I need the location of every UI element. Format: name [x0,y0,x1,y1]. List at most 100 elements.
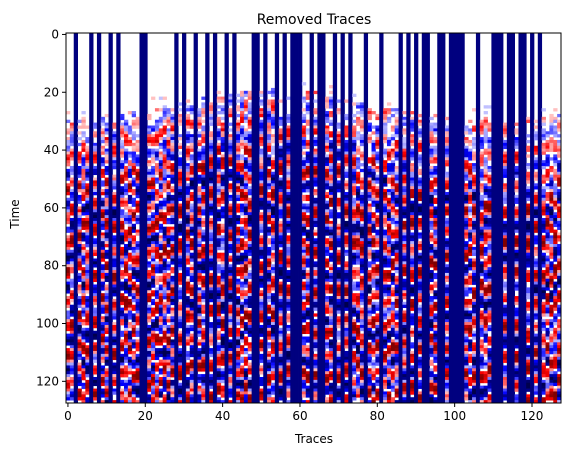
trace-column [85,125,90,404]
chart-title: Removed Traces [257,12,372,28]
removed-trace-column [193,33,198,403]
trace-column [383,108,388,404]
trace-column [209,102,214,404]
trace-column [81,111,86,404]
trace-column [178,102,183,404]
x-tick-label: 80 [370,409,385,423]
removed-trace-column [456,33,461,403]
trace-column [410,111,415,404]
removed-trace-column [491,33,496,403]
removed-trace-column [274,33,280,403]
removed-trace-column [537,33,543,403]
trace-column [135,116,140,404]
trace-column [154,108,160,404]
trace-column [131,111,137,404]
trace-column [394,108,399,404]
removed-trace-column [251,33,256,403]
removed-trace-column [290,33,295,403]
removed-trace-column [448,33,454,403]
removed-trace-column [522,33,527,403]
trace-column [545,131,550,401]
y-tick-label: 0 [51,27,59,41]
removed-trace-column [174,33,179,403]
removed-trace-column [263,33,268,403]
trace-column [240,90,245,404]
trace-column [433,113,438,404]
trace-column [356,102,361,398]
trace-column [526,116,531,404]
trace-column [541,108,546,404]
removed-trace-column [212,33,218,403]
trace-column [112,122,117,404]
trace-column [359,102,365,404]
removed-trace-column [452,33,457,403]
trace-column [259,90,264,401]
trace-column [305,90,311,404]
removed-trace-column [96,33,102,403]
trace-column [417,113,423,404]
trace-column [313,90,318,404]
x-tick-label: 0 [64,409,72,423]
trace-column [367,108,372,404]
removed-trace-column [425,33,430,403]
trace-column [120,113,125,404]
x-axis: 0 20 40 60 80 100 120 [64,403,543,423]
y-tick-label: 100 [36,317,59,331]
removed-trace-column [294,33,299,403]
x-axis-label: Traces [294,432,333,446]
trace-column [325,96,330,404]
trace-column [472,108,477,404]
trace-column [336,99,341,404]
trace-column [386,102,392,404]
trace-column [197,108,202,404]
trace-column [69,122,75,401]
trace-column [162,96,167,404]
y-axis-label: Time [8,199,22,229]
x-tick-label: 60 [292,409,307,423]
trace-column [66,111,71,401]
removed-trace-column [506,33,512,403]
trace-column [247,90,253,404]
removed-trace-column [89,33,94,403]
trace-column [127,111,133,404]
removed-trace-column [530,33,535,403]
removed-trace-column [108,33,113,403]
trace-column [390,108,396,404]
trace-column [158,96,164,404]
trace-column [301,82,307,404]
trace-column [514,122,519,404]
removed-trace-column [441,33,446,403]
removed-trace-column [518,33,523,403]
removed-trace-column [406,33,411,403]
trace-column [147,113,152,404]
removed-trace-column [255,33,260,403]
removed-trace-column [298,33,303,403]
trace-column [479,119,485,404]
trace-column [557,113,562,404]
removed-trace-column [379,33,384,403]
trace-column [185,99,191,404]
removed-trace-column [309,33,314,403]
removed-trace-column [317,33,322,403]
trace-column [502,122,508,401]
trace-column [270,87,276,404]
trace-column [402,111,407,404]
trace-column [483,105,488,404]
trace-column [344,99,349,404]
y-tick-label: 40 [44,143,59,157]
trace-column [170,108,175,404]
y-tick-label: 60 [44,201,59,215]
y-axis: 0 20 40 60 80 100 120 [36,27,66,388]
trace-column [166,108,171,404]
trace-column [124,119,129,404]
trace-column [468,119,473,404]
removed-trace-column [182,33,187,403]
trace-column [267,90,272,404]
trace-column [189,105,195,404]
removed-trace-column [495,33,500,403]
trace-column [375,113,380,401]
removed-trace-column [116,33,121,403]
removed-trace-column [363,33,369,403]
plot-frame [65,32,562,404]
